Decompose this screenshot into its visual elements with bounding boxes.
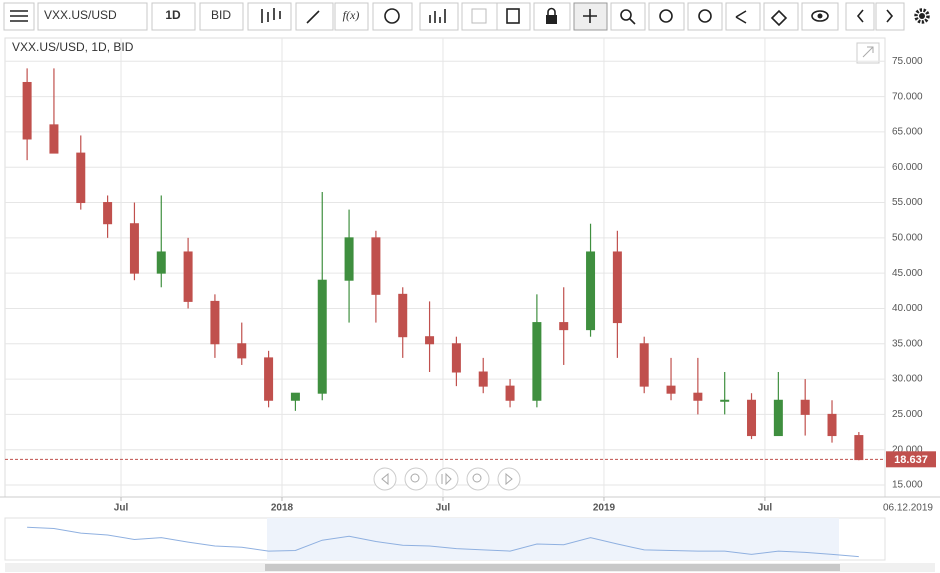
candle-body — [264, 357, 274, 401]
zoom-controls — [373, 467, 521, 491]
candle-body — [854, 435, 864, 461]
candle-body — [559, 322, 569, 331]
y-tick-label: 20.000 — [892, 444, 923, 455]
zoom-in[interactable] — [466, 467, 490, 491]
last-date: 06.12.2019 — [883, 503, 933, 514]
y-tick-label: 60.000 — [892, 162, 923, 173]
plot-area — [4, 37, 886, 498]
candle-body — [612, 251, 622, 324]
candle-body — [747, 399, 757, 437]
y-tick-label: 25.000 — [892, 409, 923, 420]
info-button[interactable] — [372, 2, 413, 31]
prev-button[interactable] — [845, 2, 875, 31]
chart-type-button[interactable] — [247, 2, 292, 31]
y-tick-label: 55.000 — [892, 197, 923, 208]
zoom-out[interactable] — [404, 467, 428, 491]
table-button[interactable] — [496, 2, 531, 31]
candle-body — [532, 322, 542, 401]
x-tick-label: Jul — [758, 503, 773, 514]
price-type-button[interactable]: BID — [199, 2, 244, 31]
candle-body — [371, 237, 381, 295]
candle-body — [156, 251, 166, 274]
menu-button[interactable] — [3, 2, 35, 31]
calendar-button[interactable] — [461, 2, 498, 31]
x-tick-label: Jul — [114, 503, 129, 514]
scroll-left[interactable] — [373, 467, 397, 491]
candle-body — [76, 152, 86, 204]
candle-body — [183, 251, 193, 302]
chart-title: VXX.US/USD, 1D, BID — [12, 40, 134, 54]
volume-button[interactable] — [419, 2, 459, 31]
zoom-button[interactable] — [610, 2, 646, 31]
candle-body — [129, 223, 139, 274]
candle-body — [210, 300, 220, 345]
last-price-box — [886, 451, 936, 468]
visibility-button[interactable] — [801, 2, 839, 31]
y-tick-label: 65.000 — [892, 127, 923, 138]
symbol: VXX.US/USD — [44, 8, 117, 22]
candle-body — [827, 413, 837, 437]
share-button[interactable] — [725, 2, 761, 31]
indicator-button[interactable]: f(x) — [334, 2, 369, 31]
candle-body — [317, 279, 327, 394]
candle-body — [425, 336, 435, 345]
upload-button[interactable] — [648, 2, 685, 31]
y-tick-label: 35.000 — [892, 338, 923, 349]
candles: 15.000 20.000 25.000 30.000 35.000 40.000 45.0… — [5, 38, 936, 514]
download-button[interactable] — [687, 2, 723, 31]
candle-body — [398, 293, 408, 338]
paint-button[interactable] — [763, 2, 799, 31]
y-tick-label: 50.000 — [892, 232, 923, 243]
crosshair-button[interactable] — [573, 2, 608, 31]
navigator-line — [27, 526, 859, 558]
y-tick-label: 40.000 — [892, 303, 923, 314]
y-tick-label: 30.000 — [892, 374, 923, 385]
last-price-label: 18.637 — [894, 454, 928, 466]
candle-body — [505, 385, 515, 401]
symbol-box[interactable]: VXX.US/USD — [37, 2, 148, 31]
timeframe-button[interactable]: 1D — [151, 2, 196, 31]
x-tick-label: 2019 — [593, 503, 616, 514]
settings-button[interactable] — [914, 8, 930, 24]
candle-body — [49, 124, 59, 154]
candle-body — [800, 399, 810, 415]
candle-body — [639, 343, 649, 387]
navigator-series — [27, 526, 859, 558]
candle-body — [720, 399, 730, 402]
toolbar: VXX.US/USD 1D BID f(x) — [0, 0, 940, 34]
lock-button[interactable] — [533, 2, 571, 31]
candle-body — [103, 202, 113, 225]
scrollbar-thumb[interactable] — [265, 564, 840, 571]
x-tick-label: 2018 — [271, 503, 294, 514]
next-button[interactable] — [875, 2, 905, 31]
candle-body — [451, 343, 461, 373]
candle-body — [237, 343, 247, 359]
candle-body — [586, 251, 596, 331]
candle-body — [22, 81, 32, 140]
candle-body — [693, 392, 703, 401]
y-tick-label: 45.000 — [892, 268, 923, 279]
candle-body — [344, 237, 354, 281]
y-tick-label: 70.000 — [892, 91, 923, 102]
scroll-right[interactable] — [497, 467, 521, 491]
y-tick-label: 15.000 — [892, 480, 923, 491]
y-tick-label: 75.000 — [892, 56, 923, 67]
timeframe: 1D — [165, 8, 181, 22]
x-tick-label: Jul — [436, 503, 451, 514]
candle-body — [666, 385, 676, 394]
price-type: BID — [211, 8, 231, 22]
candle-body — [478, 371, 488, 387]
candle-body — [773, 399, 783, 437]
fx-icon: f(x) — [343, 8, 360, 22]
expand-button[interactable] — [856, 42, 880, 64]
reset[interactable] — [435, 467, 459, 491]
draw-button[interactable] — [295, 2, 334, 31]
candle-body — [290, 392, 300, 401]
